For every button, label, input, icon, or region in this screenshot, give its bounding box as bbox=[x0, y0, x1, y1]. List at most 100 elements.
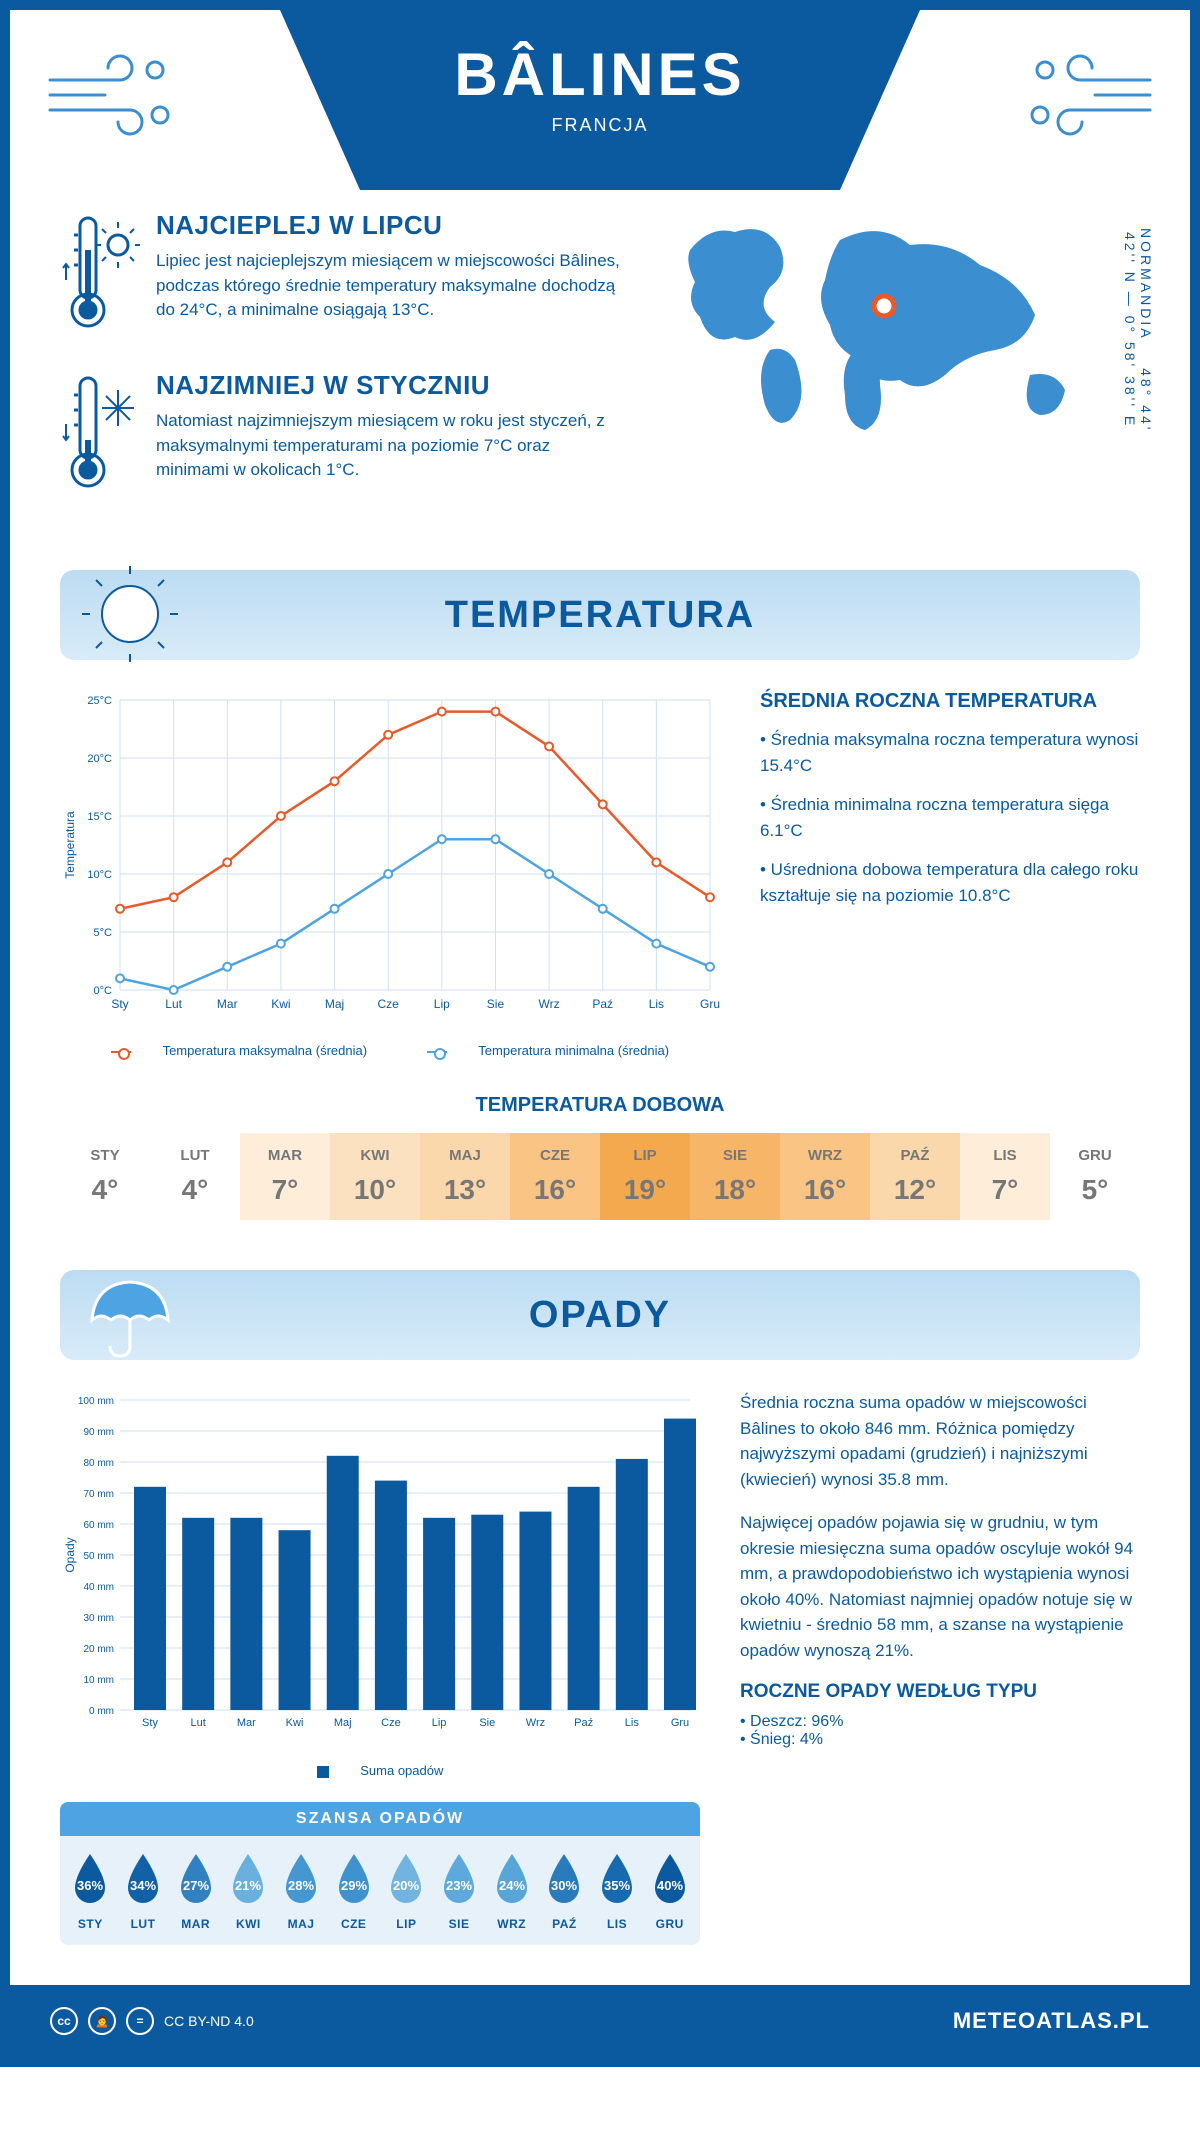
svg-text:90 mm: 90 mm bbox=[83, 1427, 114, 1438]
chance-drop: 21%KWI bbox=[222, 1850, 275, 1931]
svg-text:Paź: Paź bbox=[592, 997, 613, 1011]
hottest-title: NAJCIEPLEJ W LIPCU bbox=[156, 210, 620, 241]
svg-text:30%: 30% bbox=[551, 1878, 577, 1893]
svg-text:Maj: Maj bbox=[325, 997, 344, 1011]
location-country: FRANCJA bbox=[454, 115, 745, 136]
daily-cell: GRU5° bbox=[1050, 1133, 1140, 1220]
nd-icon: = bbox=[126, 2007, 154, 2035]
chance-drop: 28%MAJ bbox=[275, 1850, 328, 1931]
svg-text:Paź: Paź bbox=[574, 1717, 593, 1729]
temp-stats-title: ŚREDNIA ROCZNA TEMPERATURA bbox=[760, 690, 1140, 713]
svg-text:20°C: 20°C bbox=[87, 753, 112, 765]
svg-text:35%: 35% bbox=[604, 1878, 630, 1893]
chance-title: SZANSA OPADÓW bbox=[60, 1802, 700, 1836]
svg-text:Mar: Mar bbox=[217, 997, 238, 1011]
svg-text:15°C: 15°C bbox=[87, 811, 112, 823]
svg-text:20 mm: 20 mm bbox=[83, 1644, 114, 1655]
svg-text:40 mm: 40 mm bbox=[83, 1582, 114, 1593]
hottest-text: Lipiec jest najcieplejszym miesiącem w m… bbox=[156, 249, 620, 323]
svg-text:Gru: Gru bbox=[700, 997, 720, 1011]
intro-row: NAJCIEPLEJ W LIPCU Lipiec jest najcieple… bbox=[60, 210, 1140, 530]
svg-text:Lip: Lip bbox=[434, 997, 450, 1011]
svg-text:50 mm: 50 mm bbox=[83, 1551, 114, 1562]
hottest-block: NAJCIEPLEJ W LIPCU Lipiec jest najcieple… bbox=[60, 210, 620, 340]
svg-text:29%: 29% bbox=[341, 1878, 367, 1893]
world-map: NORMANDIA 48° 44' 42'' N — 0° 58' 38'' E bbox=[660, 210, 1140, 530]
svg-text:28%: 28% bbox=[288, 1878, 314, 1893]
daily-cell: KWI10° bbox=[330, 1133, 420, 1220]
coldest-block: NAJZIMNIEJ W STYCZNIU Natomiast najzimni… bbox=[60, 370, 620, 500]
svg-text:0 mm: 0 mm bbox=[89, 1706, 114, 1717]
by-icon: 🙍 bbox=[88, 2007, 116, 2035]
svg-text:Sty: Sty bbox=[111, 997, 128, 1011]
chance-drop: 36%STY bbox=[64, 1850, 117, 1931]
wind-icon-left bbox=[40, 40, 180, 145]
daily-cell: SIE18° bbox=[690, 1133, 780, 1220]
svg-text:Wrz: Wrz bbox=[539, 997, 560, 1011]
svg-text:Cze: Cze bbox=[381, 1717, 401, 1729]
svg-text:Lis: Lis bbox=[649, 997, 664, 1011]
precip-type-snow: • Śnieg: 4% bbox=[740, 1731, 1140, 1749]
precipitation-section-header: OPADY bbox=[60, 1270, 1140, 1360]
precip-para-2: Najwięcej opadów pojawia się w grudniu, … bbox=[740, 1510, 1140, 1663]
precip-type-rain: • Deszcz: 96% bbox=[740, 1713, 1140, 1731]
svg-text:27%: 27% bbox=[183, 1878, 209, 1893]
precip-para-1: Średnia roczna suma opadów w miejscowośc… bbox=[740, 1390, 1140, 1492]
chance-drop: 29%CZE bbox=[327, 1850, 380, 1931]
chance-drop: 35%LIS bbox=[591, 1850, 644, 1931]
umbrella-icon bbox=[80, 1264, 180, 1369]
svg-text:Temperatura: Temperatura bbox=[63, 811, 77, 879]
daily-cell: MAR7° bbox=[240, 1133, 330, 1220]
map-pin-icon bbox=[870, 292, 898, 325]
svg-text:21%: 21% bbox=[235, 1878, 261, 1893]
svg-text:0°C: 0°C bbox=[94, 985, 113, 997]
license-text: CC BY-ND 4.0 bbox=[164, 2013, 254, 2029]
svg-text:80 mm: 80 mm bbox=[83, 1458, 114, 1469]
daily-temp-title: TEMPERATURA DOBOWA bbox=[60, 1094, 1140, 1117]
svg-text:Gru: Gru bbox=[671, 1717, 689, 1729]
svg-text:Sie: Sie bbox=[487, 997, 505, 1011]
svg-text:Lip: Lip bbox=[432, 1717, 447, 1729]
svg-text:Kwi: Kwi bbox=[286, 1717, 304, 1729]
svg-text:24%: 24% bbox=[499, 1878, 525, 1893]
license-block: cc 🙍 = CC BY-ND 4.0 bbox=[50, 2007, 254, 2035]
svg-text:Wrz: Wrz bbox=[526, 1717, 545, 1729]
temperature-stats: ŚREDNIA ROCZNA TEMPERATURA • Średnia mak… bbox=[760, 690, 1140, 1058]
svg-text:Lut: Lut bbox=[165, 997, 182, 1011]
daily-cell: LIS7° bbox=[960, 1133, 1050, 1220]
daily-temperature-grid: STY4°LUT4°MAR7°KWI10°MAJ13°CZE16°LIP19°S… bbox=[60, 1133, 1140, 1220]
sun-icon bbox=[80, 564, 180, 669]
svg-text:20%: 20% bbox=[393, 1878, 419, 1893]
svg-text:70 mm: 70 mm bbox=[83, 1489, 114, 1500]
svg-text:100 mm: 100 mm bbox=[78, 1396, 114, 1407]
coldest-title: NAJZIMNIEJ W STYCZNIU bbox=[156, 370, 620, 401]
svg-text:60 mm: 60 mm bbox=[83, 1520, 114, 1531]
svg-text:36%: 36% bbox=[77, 1878, 103, 1893]
temperature-heading: TEMPERATURA bbox=[445, 594, 756, 637]
chance-drop: 24%WRZ bbox=[485, 1850, 538, 1931]
daily-cell: LIP19° bbox=[600, 1133, 690, 1220]
daily-cell: LUT4° bbox=[150, 1133, 240, 1220]
svg-text:23%: 23% bbox=[446, 1878, 472, 1893]
precipitation-bar-chart: 0 mm10 mm20 mm30 mm40 mm50 mm60 mm70 mm8… bbox=[60, 1390, 700, 1778]
svg-text:Kwi: Kwi bbox=[271, 997, 290, 1011]
daily-cell: PAŹ12° bbox=[870, 1133, 960, 1220]
svg-text:Maj: Maj bbox=[334, 1717, 352, 1729]
svg-text:Sie: Sie bbox=[479, 1717, 495, 1729]
precipitation-heading: OPADY bbox=[529, 1294, 671, 1337]
temperature-section-header: TEMPERATURA bbox=[60, 570, 1140, 660]
brand-label: METEOATLAS.PL bbox=[953, 2008, 1150, 2034]
temp-chart-legend: Temperatura maksymalna (średnia) Tempera… bbox=[60, 1043, 720, 1058]
thermometer-hot-icon bbox=[60, 210, 140, 340]
temperature-line-chart: 0°C5°C10°C15°C20°C25°CStyLutMarKwiMajCze… bbox=[60, 690, 720, 1058]
svg-text:Mar: Mar bbox=[237, 1717, 256, 1729]
infographic-root: BÂLINES FRANCJA NAJCIEPLEJ W LIPCU bbox=[0, 0, 1200, 2067]
chance-drop: 20%LIP bbox=[380, 1850, 433, 1931]
svg-text:10°C: 10°C bbox=[87, 869, 112, 881]
svg-text:30 mm: 30 mm bbox=[83, 1613, 114, 1624]
chance-drop: 27%MAR bbox=[169, 1850, 222, 1931]
daily-cell: MAJ13° bbox=[420, 1133, 510, 1220]
wind-icon-right bbox=[1020, 40, 1160, 145]
svg-text:Lis: Lis bbox=[625, 1717, 640, 1729]
thermometer-cold-icon bbox=[60, 370, 140, 500]
